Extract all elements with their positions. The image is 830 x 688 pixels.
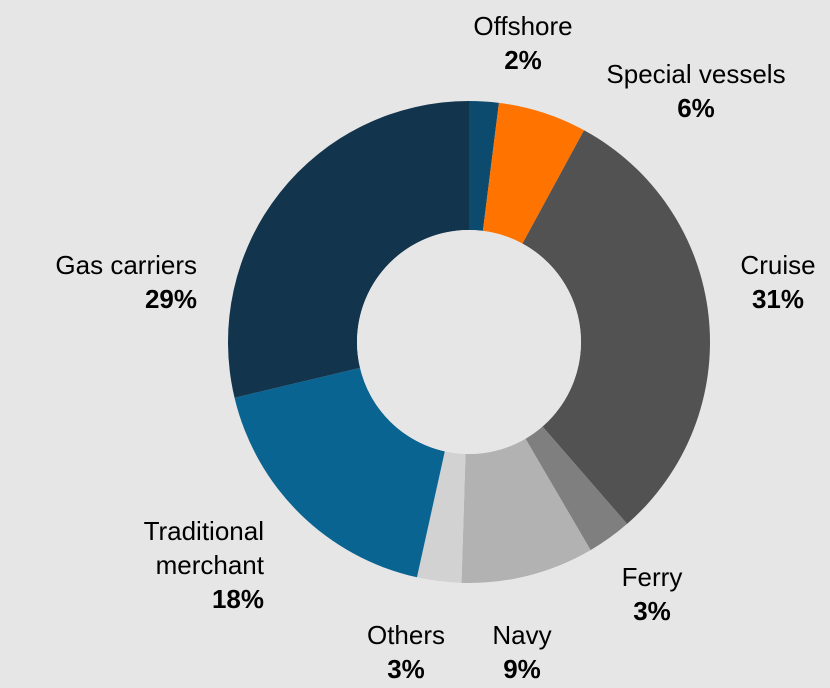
slice-value-navy: 9% — [503, 654, 541, 684]
slice-others — [416, 451, 466, 583]
slice-value-cruise: 31% — [752, 284, 804, 314]
slice-label-navy: Navy — [492, 620, 551, 650]
slice-value-offshore: 2% — [504, 45, 542, 75]
slice-label-traditional-merchant-line-1: Traditional — [144, 516, 264, 546]
slice-value-gas-carriers: 29% — [145, 284, 197, 314]
slice-value-ferry: 3% — [633, 596, 671, 626]
slice-cruise — [522, 130, 710, 524]
slice-label-cruise: Cruise — [740, 250, 815, 280]
slice-offshore — [469, 101, 499, 231]
slice-label-traditional-merchant-line-2: merchant — [156, 550, 265, 580]
slice-value-others: 3% — [387, 654, 425, 684]
slice-value-traditional-merchant: 18% — [212, 584, 264, 614]
donut-labels: Offshore 2% Special vessels 6% Cruise 31% Ferr… — [55, 11, 815, 684]
slice-label-ferry: Ferry — [622, 562, 683, 592]
slice-ferry — [525, 426, 628, 551]
slice-special-vessels — [482, 102, 585, 244]
slice-gas-carriers — [228, 101, 469, 398]
slice-label-gas-carriers: Gas carriers — [55, 250, 197, 280]
slice-traditional-merchant — [234, 367, 445, 578]
donut-slices — [228, 101, 710, 583]
donut-hole — [357, 230, 581, 454]
slice-label-others: Others — [367, 620, 445, 650]
slice-label-offshore: Offshore — [473, 11, 572, 41]
slice-navy — [461, 438, 591, 583]
slice-value-special-vessels: 6% — [677, 93, 715, 123]
slice-label-special-vessels: Special vessels — [606, 59, 785, 89]
